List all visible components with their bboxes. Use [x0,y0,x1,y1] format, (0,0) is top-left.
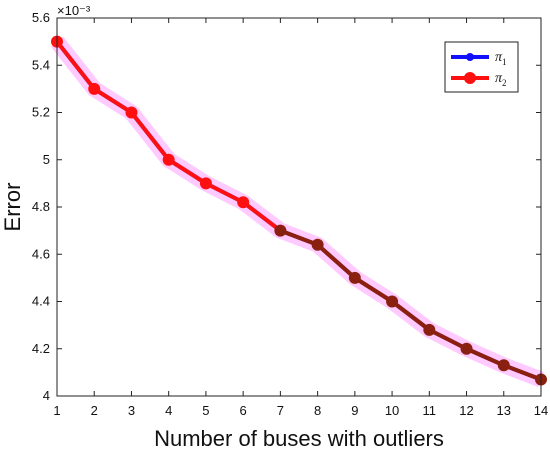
point-pi2 [311,238,324,251]
y-tick-label: 4.2 [32,341,50,356]
x-tick-label: 14 [534,403,548,418]
point-pi2 [386,295,399,308]
x-axis-title: Number of buses with outliers [154,426,444,451]
point-pi2 [348,271,361,284]
series-layer [50,35,547,387]
point-pi2 [88,82,101,95]
point-pi2 [199,177,212,190]
x-tick-label: 11 [423,403,437,418]
y-tick-label: 4.6 [32,246,50,261]
x-tick-label: 8 [314,403,321,418]
legend-label: π1 [495,50,507,67]
x-tick-label: 12 [459,403,473,418]
legend-swatch-marker [466,53,474,61]
series-overlap-segment [279,228,542,382]
point-pi2 [125,106,138,119]
x-tick-label: 7 [277,403,284,418]
x-tick-label: 13 [497,403,511,418]
y-tick-label: 5.2 [32,105,50,120]
point-pi2 [460,342,473,355]
x-tick-label: 2 [91,403,98,418]
x-tick-label: 3 [128,403,135,418]
y-axis-title: Error [0,183,25,232]
legend-label: π2 [495,71,507,88]
legend-swatch-marker [464,72,476,84]
legend-box [444,41,519,93]
y-tick-label: 5 [43,152,50,167]
y-tick-label: 4 [43,388,50,403]
point-pi2 [497,359,510,372]
y-tick-label: 4.8 [32,199,50,214]
y-tick-label: 4.4 [32,294,50,309]
x-tick-label: 9 [351,403,358,418]
point-pi2 [274,224,287,237]
x-tick-label: 6 [240,403,247,418]
x-tick-label: 4 [165,403,172,418]
y-exponent-label: ×10⁻³ [57,3,91,18]
axes-layer: 1 2 3 4 5 6 7 8 9 10 11 12 13 1444.24.44.64.855.25.45… [32,10,548,418]
x-tick-label: 10 [385,403,399,418]
point-pi2 [162,153,175,166]
x-tick-label: 5 [202,403,209,418]
x-tick-label: 1 [53,403,60,418]
y-tick-label: 5.6 [32,10,50,25]
y-tick-label: 5.4 [32,57,50,72]
point-pi2 [423,323,436,336]
point-pi2 [237,196,250,209]
